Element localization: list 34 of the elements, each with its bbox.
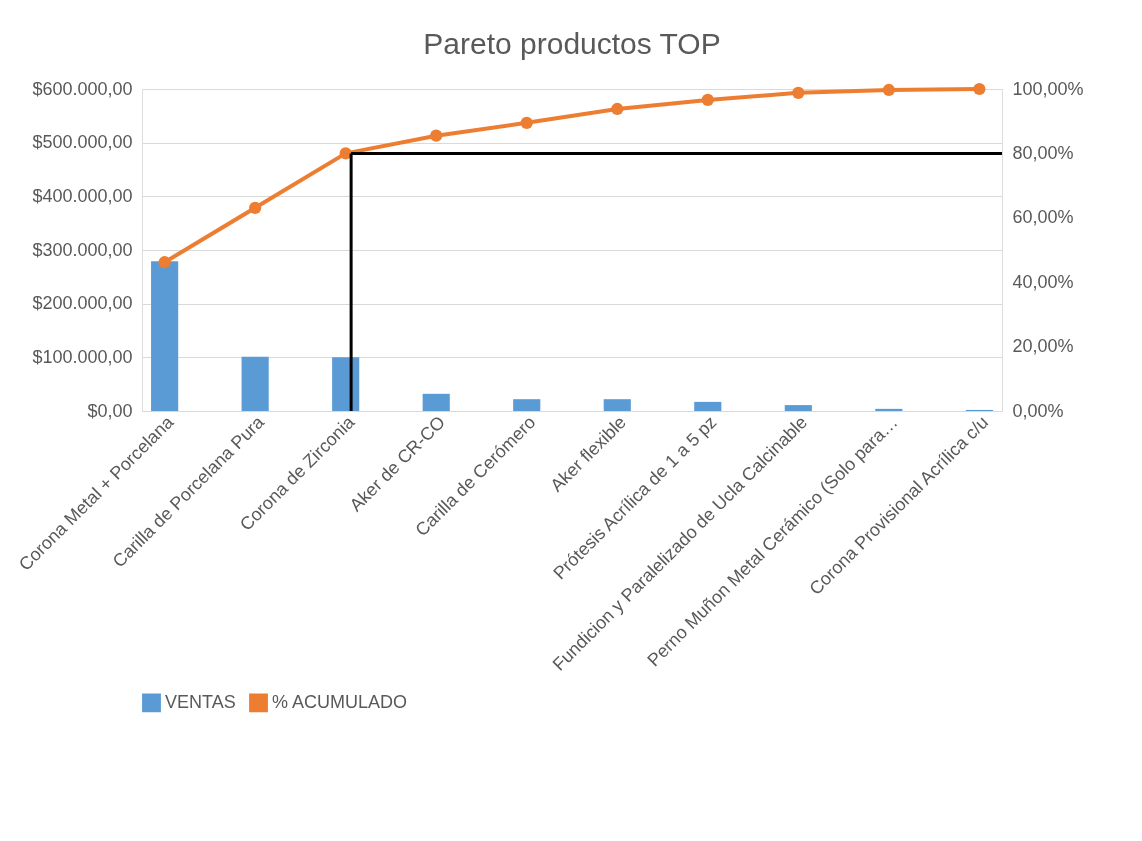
legend-label: VENTAS <box>165 691 236 712</box>
bar <box>241 356 269 411</box>
bar <box>513 399 541 411</box>
y-tick-label: $300.000,00 <box>32 239 133 260</box>
y-tick-label: $600.000,00 <box>32 78 133 99</box>
bar <box>784 405 812 411</box>
bar <box>603 399 631 411</box>
y2-tick-label: 40,00% <box>1012 271 1074 292</box>
chart-title: Pareto productos TOP <box>423 27 721 60</box>
point <box>249 201 262 214</box>
bar <box>151 261 179 411</box>
y-tick-label: $400.000,00 <box>32 185 133 206</box>
point <box>611 102 624 116</box>
y2-tick-label: 60,00% <box>1012 207 1074 228</box>
point <box>158 256 171 269</box>
point <box>430 129 443 142</box>
point <box>701 93 714 107</box>
y-tick-label: $100.000,00 <box>32 346 133 367</box>
point <box>339 147 352 160</box>
y2-tick-label: 0,00% <box>1012 400 1064 421</box>
legend-label: % ACUMULADO <box>272 691 408 712</box>
point <box>520 116 533 129</box>
y2-tick-label: 20,00% <box>1012 336 1074 357</box>
y-tick-label: $0,00 <box>87 400 133 421</box>
bar <box>422 393 450 411</box>
y2-tick-label: 80,00% <box>1012 142 1074 163</box>
y-tick-label: $200.000,00 <box>32 293 133 314</box>
y-tick-label: $500.000,00 <box>32 132 133 153</box>
point <box>973 82 986 96</box>
bar <box>694 401 722 411</box>
point <box>882 83 895 97</box>
bar <box>875 408 903 411</box>
point <box>792 86 805 99</box>
y2-tick-label: 100,00% <box>1012 78 1084 99</box>
